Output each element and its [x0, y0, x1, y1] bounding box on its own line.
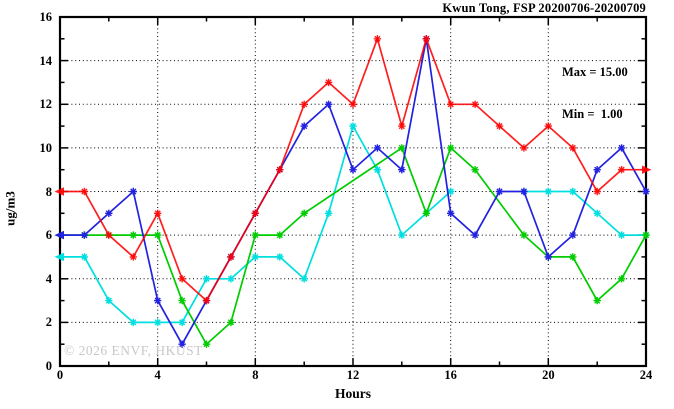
legend-max-label: Max = 15.00	[562, 65, 628, 79]
y-tick-label: 0	[45, 359, 52, 373]
watermark: © 2026 ENVF, HKUST	[64, 343, 203, 358]
series-green-markers	[80, 144, 650, 348]
y-tick-label: 8	[45, 184, 52, 199]
series-cyan-line	[60, 123, 452, 324]
series-cyan-left-arrow-icon	[54, 252, 64, 262]
y-tick-label: 4	[45, 271, 52, 286]
series-cyan-markers	[80, 122, 650, 327]
series-red-left-arrow-icon	[54, 187, 64, 196]
series-cyan	[54, 122, 650, 327]
y-tick-label: 2	[45, 315, 52, 330]
x-tick-label: 4	[154, 368, 161, 382]
x-tick-label: 12	[346, 368, 360, 382]
x-tick-label: 0	[56, 368, 64, 382]
y-tick-label: 6	[45, 228, 52, 243]
x-axis-label: Hours	[334, 386, 371, 401]
legend: Max = 15.00 Min = 1.00	[562, 37, 628, 149]
x-tick-label: 20	[542, 368, 555, 382]
y-tick-label: 10	[39, 140, 53, 155]
series-red-markers	[80, 35, 626, 305]
series-cyan-line	[523, 190, 646, 236]
chart-title: Kwun Tong, FSP 20200706-20200709	[442, 1, 646, 15]
series-blue-left-arrow-icon	[54, 230, 64, 240]
x-tick-label: 24	[639, 368, 653, 382]
x-tick-label: 8	[252, 368, 259, 382]
series-red-right-arrow-icon	[642, 165, 652, 174]
y-tick-label: 14	[39, 53, 53, 68]
legend-min-label: Min = 1.00	[562, 107, 623, 121]
axis-ticks	[59, 16, 647, 367]
y-tick-label: 12	[39, 97, 53, 112]
series-red	[54, 35, 652, 305]
y-tick-label: 16	[39, 10, 53, 24]
x-tick-label: 16	[444, 368, 457, 382]
